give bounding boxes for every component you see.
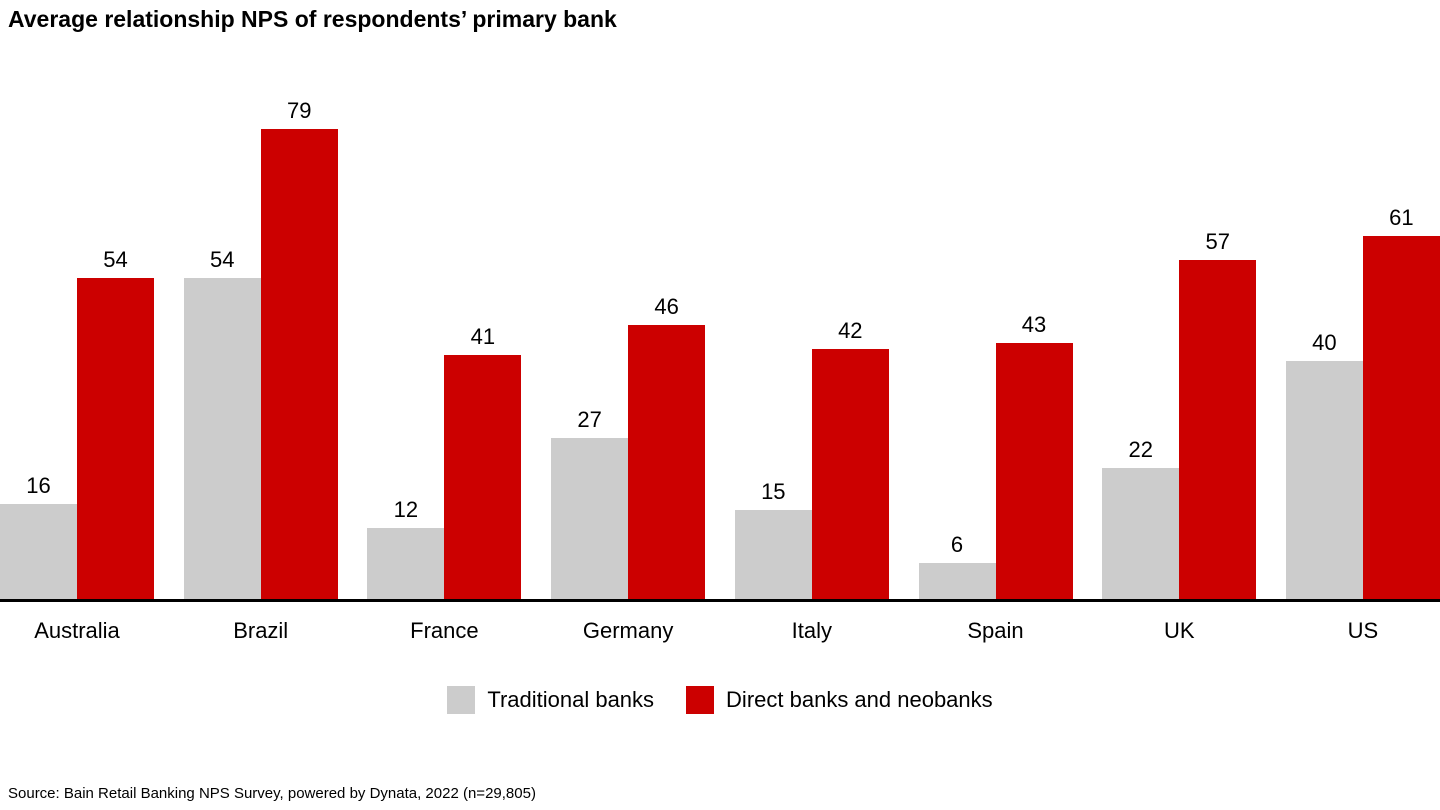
plot-area: 16 54 54 79 12 41 27 46 15 42 6 43 22 57 40 61 <box>0 86 1440 599</box>
bar-wrap: 61 <box>1362 205 1440 599</box>
bar-direct-banks-neobanks <box>1179 260 1257 599</box>
legend: Traditional banks Direct banks and neoba… <box>0 686 1440 714</box>
bar-group-australia: 16 54 <box>0 248 154 599</box>
bar-group-italy: 15 42 <box>734 318 889 599</box>
bar-group-uk: 22 57 <box>1102 229 1257 599</box>
bar-value-label: 16 <box>26 473 51 498</box>
chart-title: Average relationship NPS of respondents’… <box>8 6 617 32</box>
bar-traditional-banks <box>367 528 445 599</box>
bar-direct-banks-neobanks <box>1362 236 1440 599</box>
bar-wrap: 46 <box>628 294 706 599</box>
bar-wrap: 54 <box>77 248 154 599</box>
bar-traditional-banks <box>918 563 996 599</box>
legend-item-direct-banks-neobanks: Direct banks and neobanks <box>686 686 993 714</box>
bar-wrap: 16 <box>0 474 77 599</box>
legend-swatch-traditional-banks <box>447 686 476 714</box>
bar-group-germany: 27 46 <box>551 294 706 599</box>
bar-value-label: 12 <box>393 497 419 522</box>
bar-value-label: 15 <box>761 479 786 504</box>
category-label-spain: Spain <box>967 618 1024 643</box>
bar-wrap: 12 <box>367 497 445 599</box>
legend-label-direct-banks-neobanks: Direct banks and neobanks <box>726 687 993 712</box>
bar-traditional-banks <box>1102 468 1180 599</box>
category-label-germany: Germany <box>582 618 674 643</box>
bar-group-brazil: 54 79 <box>183 98 338 599</box>
bar-direct-banks-neobanks <box>995 343 1073 599</box>
bar-direct-banks-neobanks <box>77 278 154 599</box>
legend-label-traditional-banks: Traditional banks <box>487 687 655 712</box>
bar-value-label: 6 <box>950 532 964 557</box>
legend-swatch-direct-banks-neobanks <box>686 686 715 714</box>
bar-group-spain: 6 43 <box>918 312 1073 599</box>
bar-group-france: 12 41 <box>367 324 522 599</box>
bar-value-label: 61 <box>1389 205 1414 230</box>
source-note: Source: Bain Retail Banking NPS Survey, … <box>8 785 536 802</box>
bar-wrap: 42 <box>811 318 889 599</box>
bar-group-us: 40 61 <box>1285 205 1440 599</box>
bar-direct-banks-neobanks <box>811 349 889 599</box>
category-label-italy: Italy <box>791 618 832 643</box>
category-label-france: France <box>410 618 479 643</box>
bar-value-label: 27 <box>577 407 602 432</box>
bar-value-label: 46 <box>654 294 679 319</box>
bar-wrap: 54 <box>183 247 261 599</box>
x-axis-line <box>0 599 1440 602</box>
bar-wrap: 27 <box>551 407 629 599</box>
bar-value-label: 22 <box>1128 437 1153 462</box>
bar-traditional-banks <box>183 278 261 599</box>
category-label-brazil: Brazil <box>233 618 289 643</box>
bar-direct-banks-neobanks <box>260 129 338 599</box>
bar-traditional-banks <box>734 510 812 599</box>
bar-value-label: 43 <box>1021 312 1047 337</box>
category-axis-labels: Australia Brazil France Germany Italy Spain UK… <box>0 618 1440 644</box>
bar-traditional-banks <box>551 438 629 599</box>
bar-value-label: 54 <box>209 247 235 272</box>
bar-wrap: 40 <box>1285 330 1363 599</box>
bar-traditional-banks <box>0 504 77 599</box>
category-label-uk: UK <box>1163 618 1195 643</box>
bar-value-label: 79 <box>286 98 312 123</box>
legend-item-traditional-banks: Traditional banks <box>447 686 654 714</box>
bar-wrap: 43 <box>995 312 1073 599</box>
category-label-australia: Australia <box>34 618 120 643</box>
bar-value-label: 57 <box>1205 229 1230 254</box>
bar-direct-banks-neobanks <box>444 355 522 599</box>
category-label-us: US <box>1347 618 1379 643</box>
bar-value-label: 40 <box>1312 330 1337 355</box>
bar-wrap: 22 <box>1102 437 1180 599</box>
bar-wrap: 41 <box>444 324 522 599</box>
bar-wrap: 57 <box>1179 229 1257 599</box>
bar-wrap: 79 <box>260 98 338 599</box>
bar-wrap: 6 <box>918 532 996 599</box>
bar-traditional-banks <box>1285 361 1363 599</box>
bar-value-label: 54 <box>103 247 128 272</box>
bar-value-label: 41 <box>470 324 496 349</box>
bar-direct-banks-neobanks <box>628 325 706 599</box>
bar-value-label: 42 <box>838 318 863 343</box>
bar-wrap: 15 <box>734 479 812 599</box>
